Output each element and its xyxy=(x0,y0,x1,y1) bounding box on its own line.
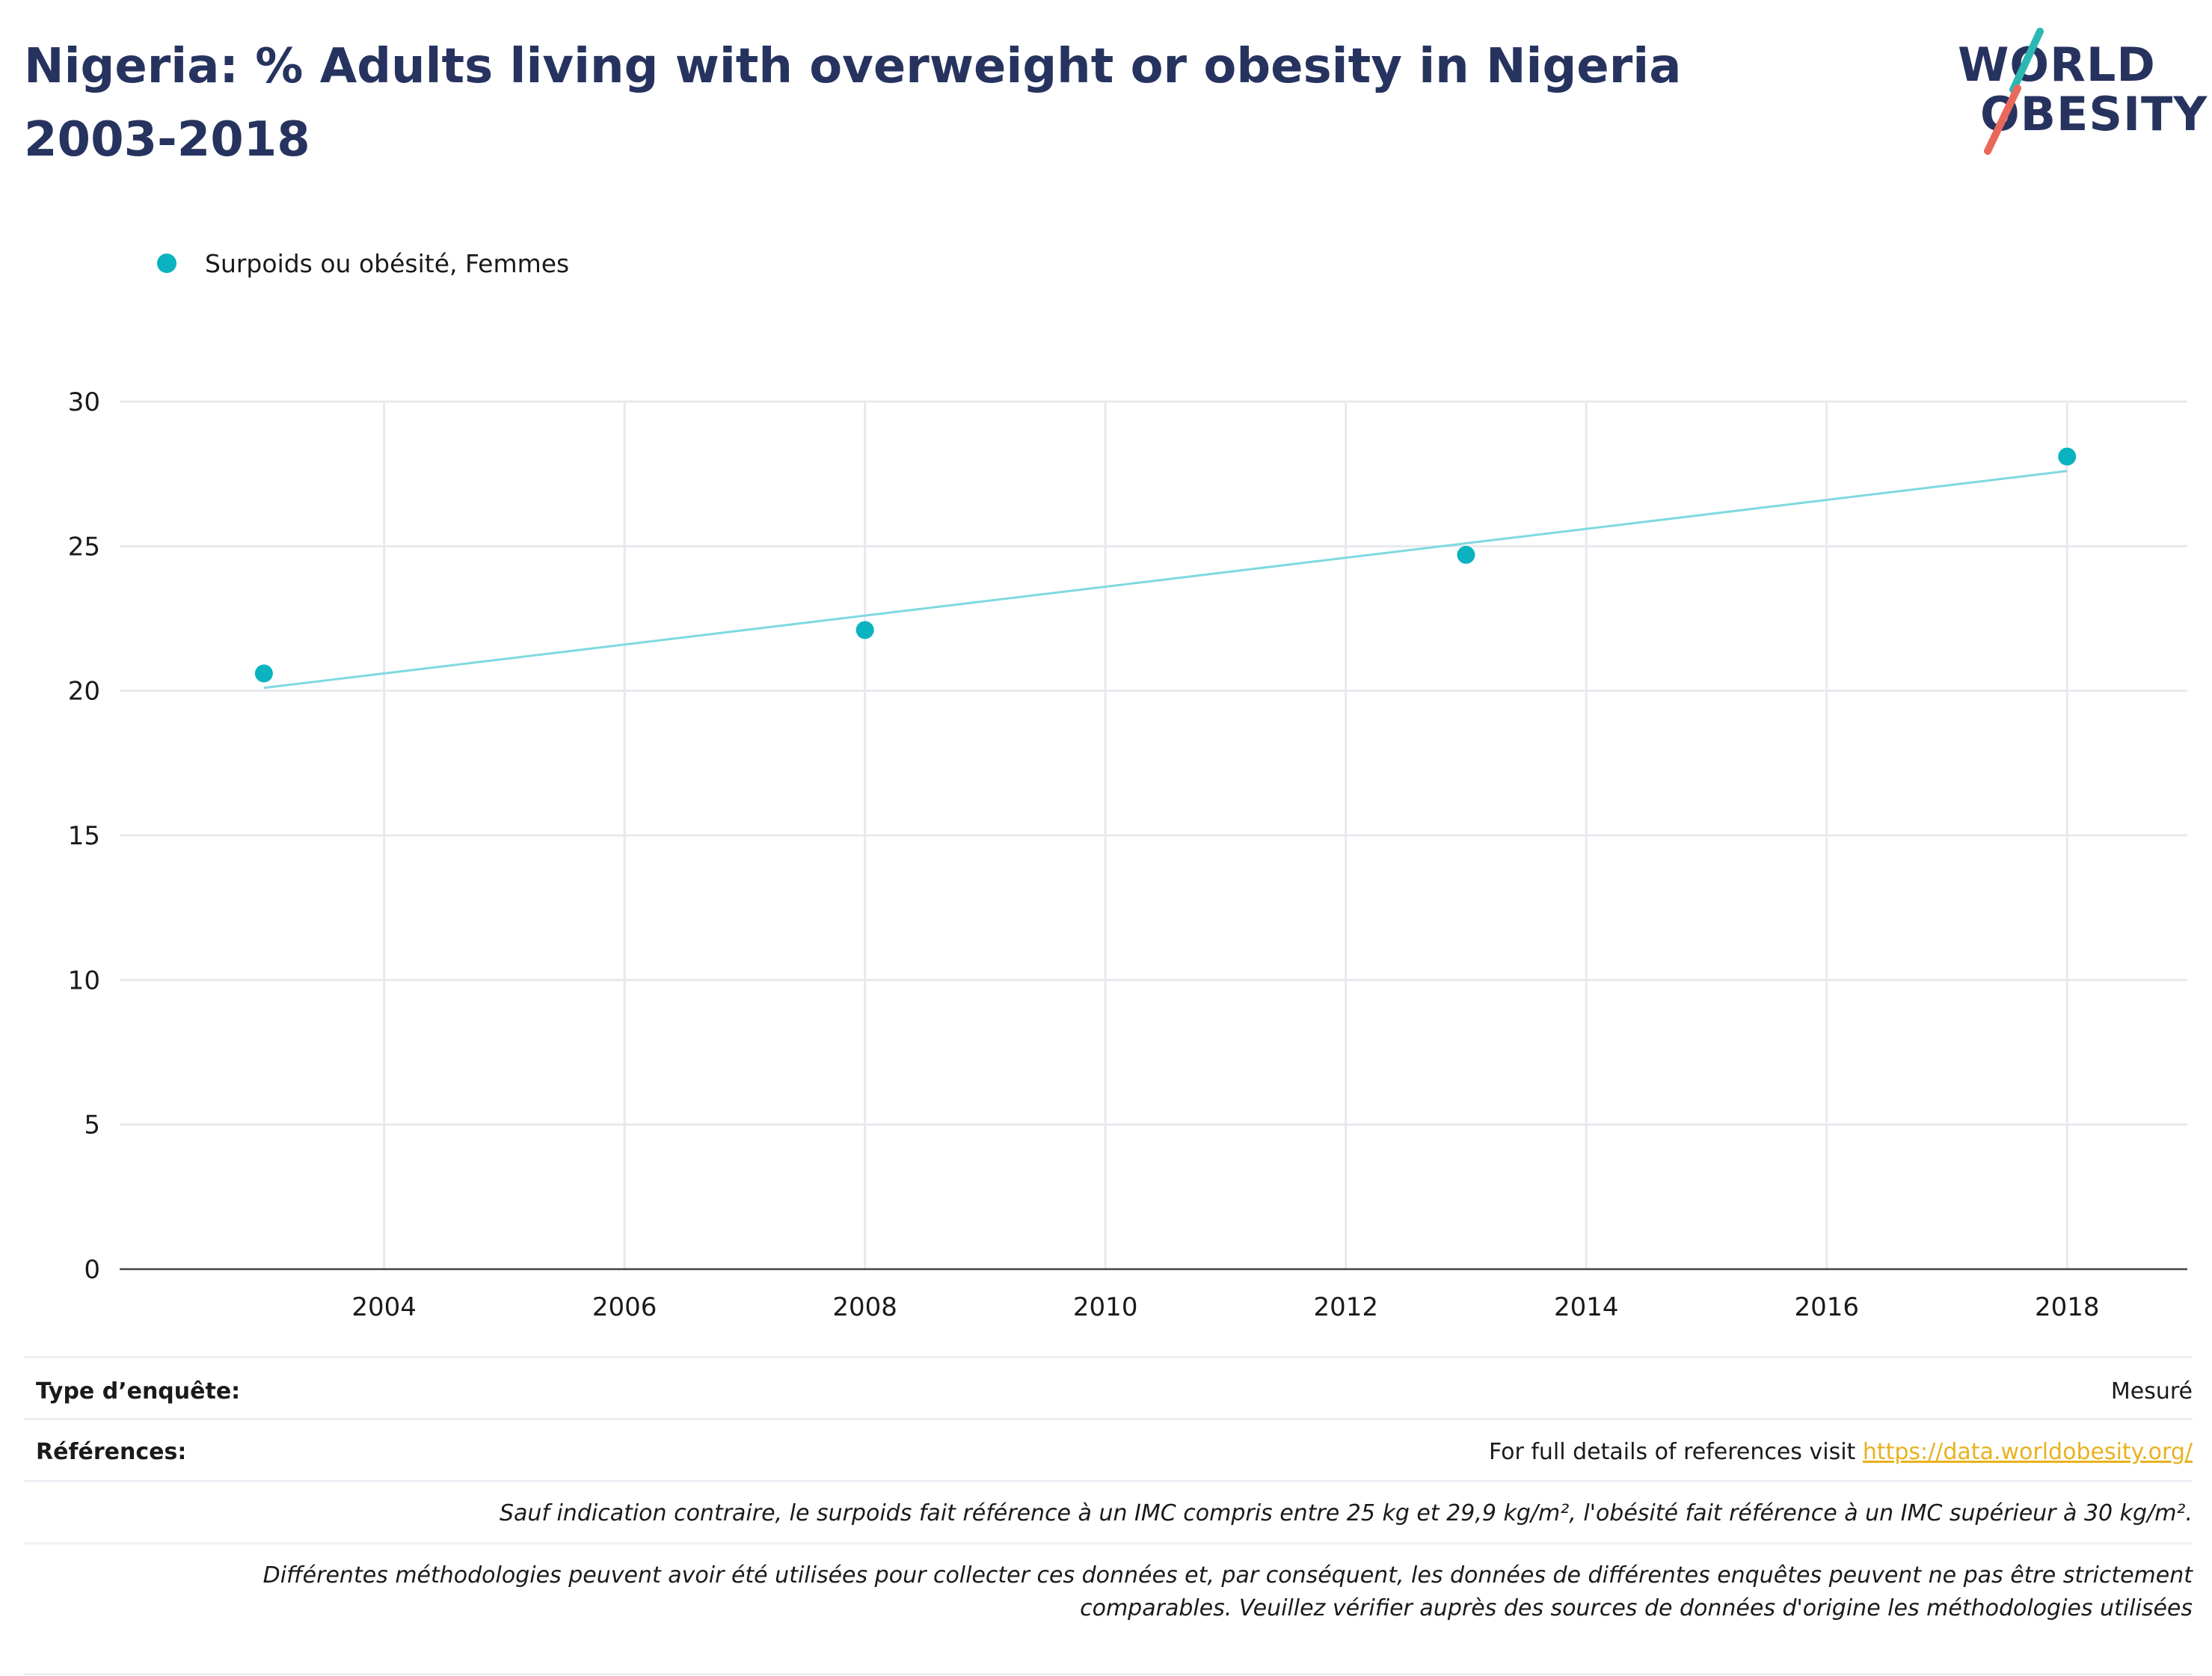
x-tick-label: 2006 xyxy=(592,1292,657,1316)
y-tick-label: 30 xyxy=(68,387,100,417)
methodology-note: Différentes méthodologies peuvent avoir … xyxy=(263,1559,2193,1625)
data-point xyxy=(1457,545,1475,564)
logo-text-world: WORLD xyxy=(1958,37,2156,92)
survey-type-label: Type d’enquête: xyxy=(36,1378,241,1405)
x-tick-label: 2014 xyxy=(1554,1292,1619,1316)
references-value: For full details of references visit htt… xyxy=(1489,1439,2193,1465)
logo-text-obesity: OBESITY xyxy=(1980,87,2208,141)
references-link[interactable]: https://data.worldobesity.org/ xyxy=(1862,1439,2193,1465)
x-tick-label: 2016 xyxy=(1794,1292,1859,1316)
methodology-note-line2: comparables. Veuillez vérifier auprès de… xyxy=(1080,1595,2193,1621)
axes: 0 5 10 15 20 25 30 2004 2006 2008 2010 2012 2014 2016… xyxy=(68,387,2187,1316)
survey-type-row: Type d’enquête: Mesuré xyxy=(24,1356,2193,1418)
trendline-layer xyxy=(263,470,2068,690)
legend-label: Surpoids ou obésité, Femmes xyxy=(205,248,570,278)
chart-plot: 0 5 10 15 20 25 30 2004 2006 2008 2010 2012 2014 2016… xyxy=(68,387,2187,1316)
y-tick-label: 0 xyxy=(84,1255,100,1285)
x-tick-label: 2018 xyxy=(2035,1292,2100,1316)
y-tick-label: 5 xyxy=(84,1111,100,1141)
references-row: Références: For full details of referenc… xyxy=(24,1418,2193,1480)
world-obesity-logo: WORLD OBESITY xyxy=(1952,22,2207,157)
data-points xyxy=(254,447,2077,683)
methodology-note-row: Différentes méthodologies peuvent avoir … xyxy=(24,1542,2193,1675)
references-label: Références: xyxy=(36,1439,187,1465)
y-tick-label: 10 xyxy=(68,966,100,995)
data-point xyxy=(254,664,273,683)
data-point xyxy=(855,621,874,639)
definition-note: Sauf indication contraire, le surpoids f… xyxy=(499,1500,2193,1526)
logo-slash-icon xyxy=(1984,28,2044,155)
gridlines xyxy=(120,400,2187,1269)
x-tick-label: 2008 xyxy=(832,1292,897,1316)
y-tick-label: 25 xyxy=(68,532,100,562)
page-title: Nigeria: % Adults living with overweight… xyxy=(24,39,1682,168)
methodology-note-line1: Différentes méthodologies peuvent avoir … xyxy=(262,1562,2193,1588)
chart-metadata: Type d’enquête: Mesuré Références: For f… xyxy=(24,1356,2193,1675)
y-tick-label: 15 xyxy=(68,821,100,851)
definition-note-row: Sauf indication contraire, le surpoids f… xyxy=(24,1480,2193,1542)
data-point xyxy=(2058,447,2077,466)
x-tick-label: 2004 xyxy=(351,1292,417,1316)
x-tick-label: 2010 xyxy=(1073,1292,1138,1316)
x-tick-label: 2012 xyxy=(1313,1292,1378,1316)
y-tick-label: 20 xyxy=(68,677,100,707)
trendline xyxy=(263,470,2068,690)
survey-type-value: Mesuré xyxy=(2110,1378,2193,1405)
legend-marker xyxy=(157,254,176,273)
chart-legend: Surpoids ou obésité, Femmes xyxy=(157,247,569,280)
references-text: For full details of references visit xyxy=(1488,1439,1863,1465)
